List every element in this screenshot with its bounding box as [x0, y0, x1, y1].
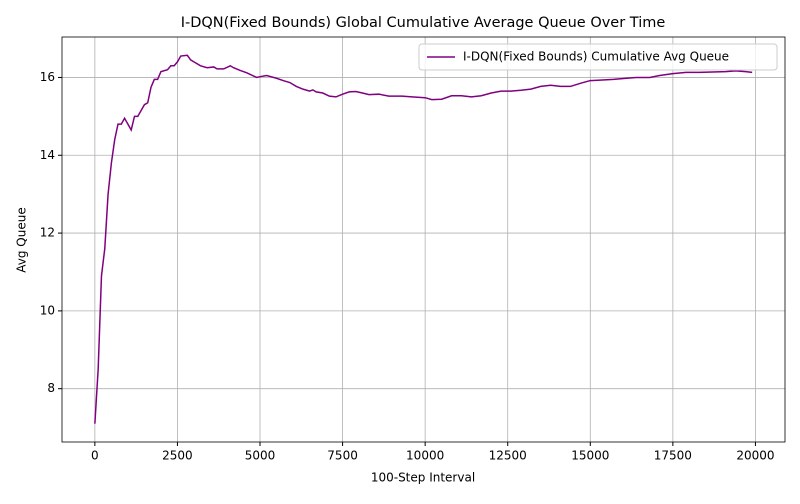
y-tick-label: 8: [47, 381, 55, 395]
y-tick-label: 14: [40, 148, 55, 162]
x-tick-label: 15000: [571, 449, 609, 463]
legend-label: I-DQN(Fixed Bounds) Cumulative Avg Queue: [463, 50, 729, 64]
x-tick-label: 10000: [406, 449, 444, 463]
plot-frame: [61, 36, 786, 443]
x-tick-label: 0: [91, 449, 99, 463]
y-axis-label: Avg Queue: [15, 207, 29, 272]
y-tick-label: 10: [40, 303, 55, 317]
x-tick-label: 7500: [327, 449, 358, 463]
chart-title: I-DQN(Fixed Bounds) Global Cumulative Av…: [181, 15, 666, 31]
x-tick-label: 20000: [736, 449, 774, 463]
y-tick-label: 12: [40, 226, 55, 240]
y-tick-label: 16: [40, 70, 55, 84]
x-axis-label: 100-Step Interval: [371, 471, 475, 485]
x-tick-label: 17500: [654, 449, 692, 463]
x-tick-label: 2500: [162, 449, 193, 463]
legend-box: [418, 43, 778, 71]
x-tick-label: 12500: [489, 449, 527, 463]
x-tick-label: 5000: [245, 449, 276, 463]
line: [94, 54, 753, 424]
